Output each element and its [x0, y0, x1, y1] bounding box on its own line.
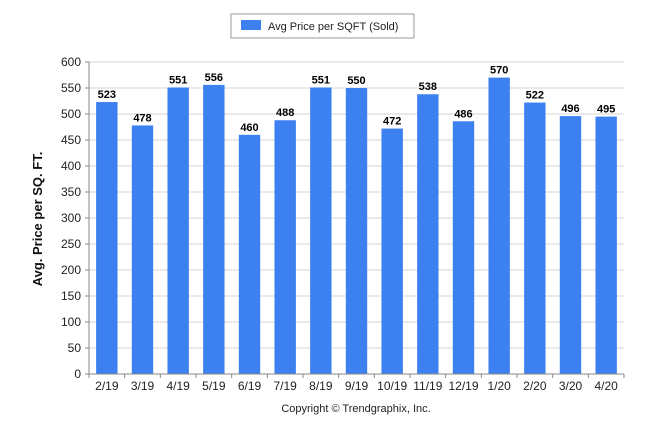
x-tick-label: 8/19 [309, 379, 333, 393]
copyright-footer: Copyright © Trendgraphix, Inc. [281, 403, 430, 415]
data-label: 486 [454, 108, 472, 120]
data-label: 478 [133, 112, 151, 124]
legend-box [230, 13, 415, 39]
data-label: 550 [347, 75, 365, 87]
data-label: 472 [383, 116, 401, 128]
data-label: 496 [561, 103, 579, 115]
y-tick-label: 50 [68, 341, 82, 355]
legend-label: Avg Price per SQFT (Sold) [268, 21, 398, 33]
bar [274, 120, 296, 375]
bar [524, 102, 546, 374]
y-tick-label: 450 [61, 133, 81, 147]
data-label: 570 [490, 65, 508, 77]
y-tick-label: 250 [61, 237, 81, 251]
bar [167, 87, 189, 374]
bar [345, 88, 368, 374]
x-tick-label: 9/19 [345, 379, 369, 393]
x-tick-label: 6/19 [238, 379, 262, 393]
bar [96, 102, 118, 374]
x-tick-label: 5/19 [202, 379, 226, 393]
bar [417, 94, 439, 375]
plot-area: 523 478 551 556 460 488 551 550 472 538 486 570 522 4… [61, 55, 625, 393]
x-tick-label: 11/19 [413, 379, 442, 393]
data-label: 523 [98, 89, 116, 101]
y-axis-title: Avg. Price per SQ. FT. [30, 152, 45, 287]
data-label: 522 [526, 90, 544, 102]
data-label: 495 [597, 104, 615, 116]
y-tick-label: 100 [61, 315, 81, 329]
x-tick-label: 12/19 [448, 379, 478, 393]
x-tick-label: 1/20 [487, 379, 511, 393]
x-tick-label: 10/19 [377, 379, 407, 393]
x-tick-label: 2/20 [523, 379, 547, 393]
data-label: 460 [240, 122, 258, 134]
y-tick-label: 500 [61, 107, 81, 121]
x-tick-label: 7/19 [273, 379, 297, 393]
y-tick-label: 600 [61, 55, 81, 69]
bars [96, 77, 617, 375]
legend-swatch [241, 20, 261, 30]
y-tick-label: 0 [74, 367, 81, 381]
bar [238, 134, 261, 374]
x-tick-label: 4/19 [166, 379, 190, 393]
bar [452, 121, 475, 374]
data-label: 488 [276, 107, 294, 119]
bar [595, 116, 617, 374]
bar [381, 128, 403, 374]
bar [203, 84, 225, 374]
y-tick-label: 350 [61, 185, 81, 199]
bar [131, 125, 154, 374]
data-label: 551 [169, 74, 187, 86]
x-tick-label: 2/19 [95, 379, 119, 393]
bar [488, 77, 510, 374]
data-labels: 523 478 551 556 460 488 551 550 472 538 486 570 522 4… [98, 65, 616, 134]
data-label: 551 [312, 74, 330, 86]
y-tick-label: 150 [61, 289, 81, 303]
x-tick-label: 3/19 [131, 379, 155, 393]
x-axis-ticks: 2/19 3/19 4/19 5/19 6/19 7/19 8/19 9/19 10/19 11/… [88, 374, 625, 393]
y-tick-label: 300 [61, 211, 81, 225]
data-label: 538 [419, 81, 437, 93]
bar [559, 116, 582, 374]
y-tick-label: 200 [61, 263, 81, 277]
y-axis-ticks: 0 50 100 150 200 250 300 350 400 450 500 550 600 [61, 55, 89, 381]
x-tick-label: 3/20 [559, 379, 583, 393]
bar [310, 87, 332, 374]
legend: Avg Price per SQFT (Sold) [230, 13, 415, 39]
x-tick-label: 4/20 [594, 379, 618, 393]
data-label: 556 [205, 72, 223, 84]
y-tick-label: 400 [61, 159, 81, 173]
y-tick-label: 550 [61, 81, 81, 95]
